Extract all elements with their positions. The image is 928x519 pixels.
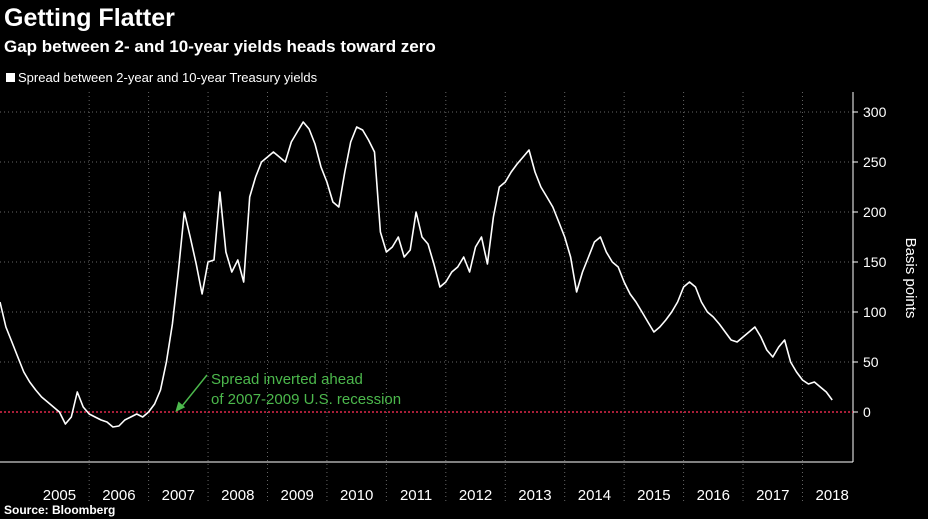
y-tick-label: 250 [863, 154, 887, 170]
legend-label: Spread between 2-year and 10-year Treasu… [18, 70, 318, 85]
y-tick-labels: 0 50 100 150 200 250 300 [853, 104, 887, 420]
x-tick-label: 2009 [281, 487, 314, 504]
y-axis-label: Basis points [902, 238, 919, 319]
x-tick-label: 2005 [43, 487, 76, 504]
y-tick-label: 0 [863, 404, 871, 420]
spread-line [0, 121, 833, 428]
x-tick-label: 2012 [459, 487, 492, 504]
x-grid-lines [88, 92, 803, 502]
legend-swatch [6, 73, 15, 82]
chart-subtitle: Gap between 2- and 10-year yields heads … [4, 37, 436, 56]
annotation: Spread inverted ahead of 2007-2009 U.S. … [175, 371, 401, 412]
x-tick-label: 2014 [578, 487, 611, 504]
x-tick-label: 2013 [518, 487, 551, 504]
annotation-line-1: Spread inverted ahead [211, 371, 363, 388]
annotation-arrow [180, 374, 208, 408]
chart-title: Getting Flatter [4, 4, 175, 32]
y-tick-label: 50 [863, 354, 879, 370]
y-tick-label: 300 [863, 104, 887, 120]
x-tick-label: 2015 [637, 487, 670, 504]
x-tick-label: 2006 [102, 487, 135, 504]
grid-lines [0, 111, 853, 363]
annotation-arrowhead [175, 401, 186, 412]
legend: Spread between 2-year and 10-year Treasu… [6, 70, 317, 85]
x-tick-label: 2007 [162, 487, 195, 504]
y-tick-label: 150 [863, 254, 887, 270]
x-tick-labels: 2005 2006 2007 2008 2009 2010 2011 2012 2013 2014… [43, 487, 849, 504]
x-tick-label: 2017 [756, 487, 789, 504]
x-tick-label: 2011 [400, 487, 432, 504]
x-tick-label: 2008 [221, 487, 254, 504]
x-tick-label: 2016 [697, 487, 730, 504]
y-tick-label: 200 [863, 204, 887, 220]
x-tick-label: 2018 [816, 487, 849, 504]
source-label: Source: Bloomberg [4, 503, 116, 517]
x-tick-label: 2010 [340, 487, 373, 504]
annotation-line-2: of 2007-2009 U.S. recession [211, 391, 401, 408]
y-tick-label: 100 [863, 304, 887, 320]
